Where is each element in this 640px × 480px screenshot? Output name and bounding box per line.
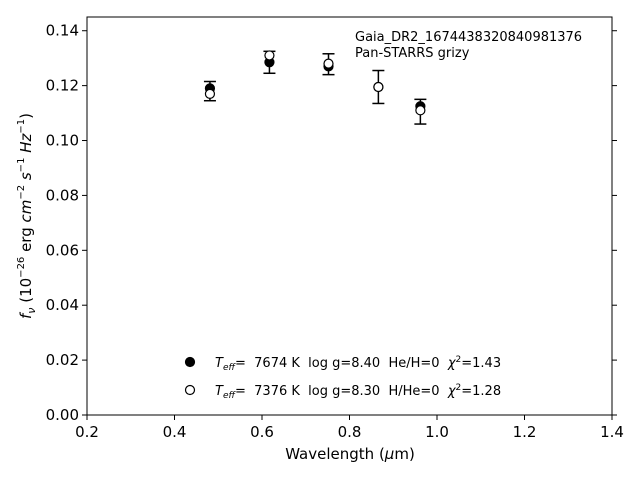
y-tick-label: 0.00	[46, 406, 79, 424]
x-axis-label: Wavelength (μm)	[285, 445, 415, 463]
y-tick-label: 0.12	[46, 77, 79, 95]
open-point	[204, 88, 216, 99]
y-tick-label: 0.06	[46, 241, 79, 259]
legend-marker	[184, 384, 196, 396]
legend-entry-0: Teff= 7674 K log g=8.40 He/H=0 χ2=1.43	[215, 355, 501, 373]
open-point	[373, 81, 384, 93]
open-point	[264, 50, 275, 61]
x-tick-label: 0.8	[338, 423, 362, 441]
ticks: 0.2 0.4 0.6 0.8 1.0 1.2 1.4 0.00 0.02 0.04 0.06 0.0…	[46, 22, 624, 441]
y-tick-label: 0.02	[46, 351, 79, 369]
legend-entry-1: Teff= 7376 K log g=8.30 H/He=0 χ2=1.28	[215, 383, 501, 401]
x-tick-label: 1.4	[600, 423, 624, 441]
y-tick-label: 0.08	[46, 186, 79, 204]
x-tick-label: 0.4	[163, 423, 187, 441]
open-point	[415, 105, 426, 116]
y-tick-label: 0.10	[46, 132, 79, 150]
x-tick-label: 1.0	[425, 423, 449, 441]
x-tick-label: 1.2	[513, 423, 537, 441]
open-point	[323, 58, 334, 69]
y-tick-label: 0.04	[46, 296, 79, 314]
y-axis-label: fν (10−26 erg cm−2 s−1 Hz−1)	[16, 113, 38, 319]
legend-marker	[184, 356, 196, 368]
annotation-object-id: Gaia_DR2_1674438320840981376	[355, 30, 582, 45]
annotation-survey: Pan-STARRS grizy	[355, 46, 470, 61]
data-points	[204, 50, 426, 116]
legend: Teff= 7674 K log g=8.40 He/H=0 χ2=1.43 Te…	[184, 355, 501, 401]
y-tick-label: 0.14	[46, 22, 79, 40]
x-tick-label: 0.2	[75, 423, 99, 441]
error-bars	[203, 50, 427, 125]
x-tick-label: 0.6	[250, 423, 274, 441]
